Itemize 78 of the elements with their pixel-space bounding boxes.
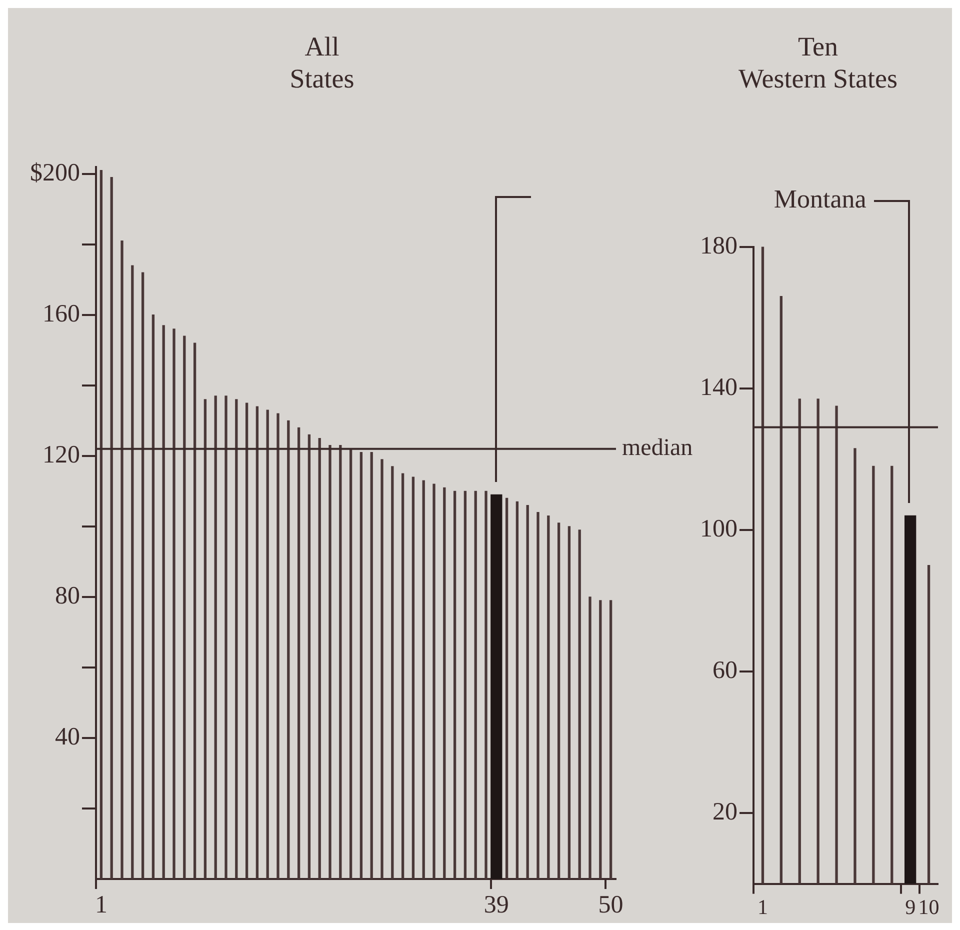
- bar: [578, 530, 581, 879]
- bar: [276, 413, 280, 879]
- bar: [854, 448, 856, 884]
- bar: [328, 445, 332, 879]
- bar: [464, 490, 467, 879]
- bar: [172, 328, 176, 879]
- bar: [474, 490, 477, 879]
- bar: [308, 434, 311, 879]
- bar: [339, 445, 342, 879]
- chart-title: Ten Western States: [738, 31, 898, 94]
- bar: [401, 473, 404, 879]
- bar: [183, 336, 186, 879]
- bar: [599, 600, 602, 879]
- bar: [798, 398, 801, 884]
- bar: [761, 246, 764, 884]
- bar: [443, 487, 446, 879]
- bar: [536, 512, 540, 879]
- bar: [360, 452, 363, 879]
- bar: [484, 490, 488, 879]
- bar: [890, 466, 894, 884]
- bar: [422, 480, 425, 879]
- bar: [349, 448, 352, 879]
- text: Montana: [774, 184, 867, 214]
- bar: [256, 406, 259, 879]
- bar: [872, 466, 875, 884]
- bar: [516, 501, 519, 879]
- y-tick-label: 40: [55, 724, 80, 751]
- bar: [235, 399, 238, 879]
- ref-line-label: median: [622, 435, 693, 462]
- bar: [193, 342, 196, 879]
- bar: [780, 296, 783, 884]
- x-tick-label: 10: [918, 894, 940, 919]
- bar: [835, 406, 838, 884]
- bar: [152, 314, 155, 879]
- bar: [110, 177, 113, 879]
- bar: [100, 170, 103, 879]
- bar: [391, 466, 394, 879]
- x-tick-label: 1: [94, 892, 108, 919]
- y-tick-label: 60: [712, 657, 738, 684]
- y-tick-label: $200: [30, 159, 80, 186]
- y-tick-label: 80: [55, 582, 80, 610]
- bar: [453, 490, 456, 879]
- y-tick-label: 100: [700, 515, 738, 542]
- y-tick-label: 120: [42, 441, 80, 468]
- bar: [547, 516, 550, 879]
- bar: [131, 265, 134, 879]
- bar: [568, 526, 571, 879]
- bar: [380, 459, 384, 879]
- x-tick-label: 39: [484, 892, 509, 919]
- bar: [287, 420, 290, 879]
- bar: [266, 410, 269, 879]
- bar: [141, 272, 144, 879]
- bar: [162, 325, 165, 879]
- x-tick-label: 9: [905, 894, 916, 919]
- bar: [927, 564, 930, 884]
- chart-title: All States: [290, 31, 354, 94]
- bar: [214, 396, 217, 879]
- bar: [505, 498, 508, 879]
- bar: [120, 240, 124, 879]
- bar: [432, 484, 436, 879]
- y-tick-label: 180: [700, 232, 738, 260]
- y-tick-label: 160: [42, 300, 80, 328]
- bar: [609, 600, 612, 879]
- bar: [224, 396, 228, 879]
- y-tick-label: 20: [712, 798, 738, 826]
- bar: [557, 522, 560, 879]
- y-tick-label: 140: [700, 374, 738, 401]
- bar: [588, 596, 592, 879]
- bar: [412, 476, 415, 879]
- x-tick-label: 50: [598, 892, 624, 919]
- bar: [318, 438, 321, 879]
- x-tick-label: 1: [757, 894, 768, 919]
- bar: [816, 398, 820, 884]
- bar: [370, 452, 373, 879]
- bar: [297, 427, 300, 879]
- bar: [204, 399, 207, 879]
- bar: [526, 504, 529, 879]
- bar: [245, 402, 248, 879]
